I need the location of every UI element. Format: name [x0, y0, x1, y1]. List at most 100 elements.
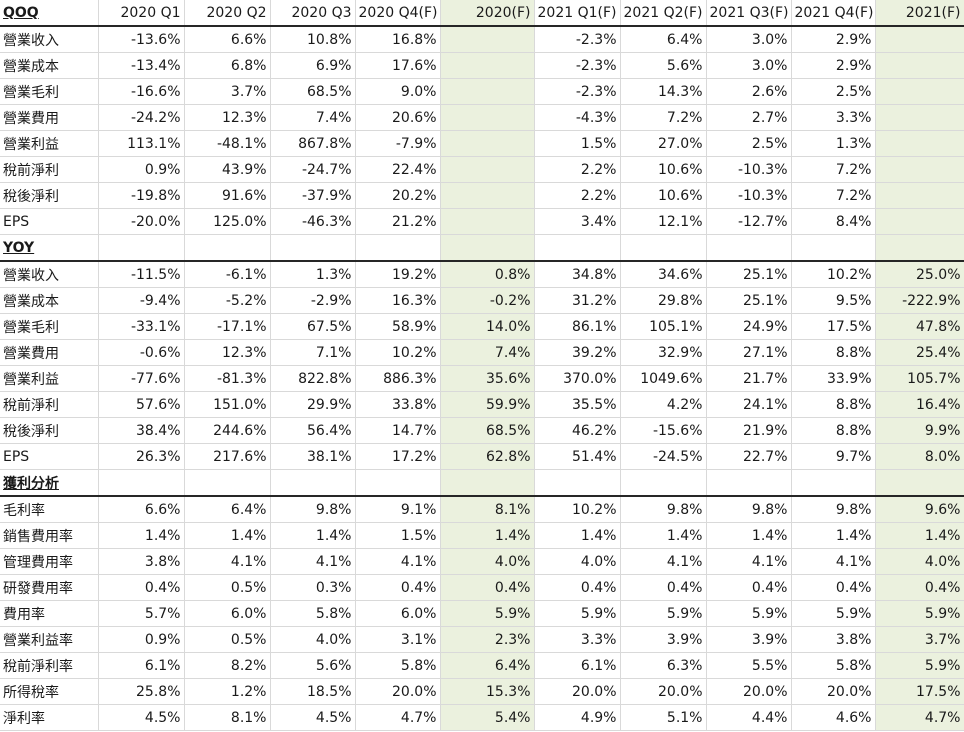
value-cell[interactable]: 57.6% [98, 391, 185, 418]
row-label-cell[interactable]: 稅後淨利 [0, 417, 99, 444]
value-cell[interactable]: 58.9% [355, 313, 441, 340]
value-cell[interactable]: 12.3% [184, 339, 271, 366]
column-header-cell[interactable]: 2021 Q1(F) [534, 0, 621, 27]
value-cell[interactable] [440, 104, 535, 131]
value-cell[interactable]: 0.4% [98, 574, 185, 601]
value-cell[interactable]: -10.3% [706, 156, 792, 183]
column-header-cell[interactable]: 2021(F) [875, 0, 964, 27]
value-cell[interactable]: 10.2% [534, 496, 621, 523]
value-cell[interactable]: 24.9% [706, 313, 792, 340]
value-cell[interactable]: 4.7% [355, 704, 441, 731]
value-cell[interactable]: 26.3% [98, 443, 185, 470]
value-cell[interactable]: 5.9% [706, 600, 792, 627]
value-cell[interactable]: -11.5% [98, 261, 185, 288]
row-label-cell[interactable]: 營業費用 [0, 339, 99, 366]
value-cell[interactable]: 12.1% [620, 208, 707, 235]
value-cell[interactable]: 151.0% [184, 391, 271, 418]
value-cell[interactable]: 33.9% [791, 365, 876, 392]
value-cell[interactable]: 3.7% [875, 626, 964, 653]
value-cell[interactable]: 0.3% [270, 574, 356, 601]
value-cell[interactable]: 62.8% [440, 443, 535, 470]
value-cell[interactable]: 0.4% [534, 574, 621, 601]
value-cell[interactable]: 4.1% [184, 548, 271, 575]
value-cell[interactable]: 1.4% [875, 522, 964, 549]
column-header-cell[interactable]: 2020(F) [440, 0, 535, 27]
value-cell[interactable] [620, 234, 707, 262]
column-header-cell[interactable]: 2021 Q3(F) [706, 0, 792, 27]
value-cell[interactable] [440, 52, 535, 79]
value-cell[interactable] [184, 234, 271, 262]
value-cell[interactable]: 0.4% [620, 574, 707, 601]
value-cell[interactable]: 17.2% [355, 443, 441, 470]
value-cell[interactable]: 0.5% [184, 626, 271, 653]
value-cell[interactable]: 2.5% [791, 78, 876, 105]
value-cell[interactable]: 38.1% [270, 443, 356, 470]
row-label-cell[interactable]: 營業收入 [0, 26, 99, 53]
value-cell[interactable]: -77.6% [98, 365, 185, 392]
value-cell[interactable]: 17.5% [791, 313, 876, 340]
value-cell[interactable]: 5.8% [270, 600, 356, 627]
value-cell[interactable]: 0.4% [440, 574, 535, 601]
value-cell[interactable]: 9.8% [706, 496, 792, 523]
value-cell[interactable]: 0.9% [98, 626, 185, 653]
value-cell[interactable]: 0.4% [355, 574, 441, 601]
value-cell[interactable]: 20.0% [355, 678, 441, 705]
value-cell[interactable]: 25.1% [706, 261, 792, 288]
value-cell[interactable]: 68.5% [270, 78, 356, 105]
value-cell[interactable]: -16.6% [98, 78, 185, 105]
column-header-cell[interactable]: 2021 Q2(F) [620, 0, 707, 27]
value-cell[interactable]: -37.9% [270, 182, 356, 209]
value-cell[interactable]: 3.3% [534, 626, 621, 653]
value-cell[interactable]: 105.7% [875, 365, 964, 392]
value-cell[interactable]: 5.6% [270, 652, 356, 679]
value-cell[interactable]: 32.9% [620, 339, 707, 366]
value-cell[interactable] [440, 156, 535, 183]
value-cell[interactable]: 5.4% [440, 704, 535, 731]
value-cell[interactable]: 7.2% [620, 104, 707, 131]
value-cell[interactable]: 867.8% [270, 130, 356, 157]
value-cell[interactable]: 21.9% [706, 417, 792, 444]
value-cell[interactable]: -2.3% [534, 52, 621, 79]
value-cell[interactable]: 0.9% [98, 156, 185, 183]
value-cell[interactable]: -2.9% [270, 287, 356, 314]
value-cell[interactable]: 886.3% [355, 365, 441, 392]
value-cell[interactable]: 5.8% [791, 652, 876, 679]
value-cell[interactable] [875, 78, 964, 105]
value-cell[interactable] [875, 104, 964, 131]
value-cell[interactable]: 4.0% [875, 548, 964, 575]
row-label-cell[interactable]: 營業毛利 [0, 313, 99, 340]
value-cell[interactable]: 27.0% [620, 130, 707, 157]
value-cell[interactable]: 3.4% [534, 208, 621, 235]
row-label-cell[interactable]: EPS [0, 208, 99, 235]
column-header-cell[interactable]: 2020 Q3 [270, 0, 356, 27]
value-cell[interactable]: 51.4% [534, 443, 621, 470]
value-cell[interactable]: 822.8% [270, 365, 356, 392]
value-cell[interactable]: 6.4% [620, 26, 707, 53]
value-cell[interactable]: 22.7% [706, 443, 792, 470]
value-cell[interactable]: 0.5% [184, 574, 271, 601]
value-cell[interactable] [440, 182, 535, 209]
row-label-cell[interactable]: 營業利益 [0, 365, 99, 392]
value-cell[interactable]: -24.7% [270, 156, 356, 183]
value-cell[interactable]: -6.1% [184, 261, 271, 288]
value-cell[interactable] [875, 208, 964, 235]
value-cell[interactable] [440, 208, 535, 235]
value-cell[interactable]: 14.7% [355, 417, 441, 444]
value-cell[interactable]: 8.8% [791, 417, 876, 444]
value-cell[interactable]: 9.8% [270, 496, 356, 523]
value-cell[interactable]: -24.5% [620, 443, 707, 470]
value-cell[interactable] [791, 234, 876, 262]
value-cell[interactable]: -2.3% [534, 78, 621, 105]
value-cell[interactable]: 9.9% [875, 417, 964, 444]
value-cell[interactable]: 15.3% [440, 678, 535, 705]
value-cell[interactable]: 2.3% [440, 626, 535, 653]
value-cell[interactable] [440, 26, 535, 53]
value-cell[interactable]: 7.4% [440, 339, 535, 366]
value-cell[interactable]: 17.6% [355, 52, 441, 79]
value-cell[interactable]: 4.1% [706, 548, 792, 575]
value-cell[interactable]: 10.6% [620, 156, 707, 183]
value-cell[interactable]: 31.2% [534, 287, 621, 314]
value-cell[interactable]: -19.8% [98, 182, 185, 209]
row-label-cell[interactable]: 毛利率 [0, 496, 99, 523]
value-cell[interactable]: 39.2% [534, 339, 621, 366]
